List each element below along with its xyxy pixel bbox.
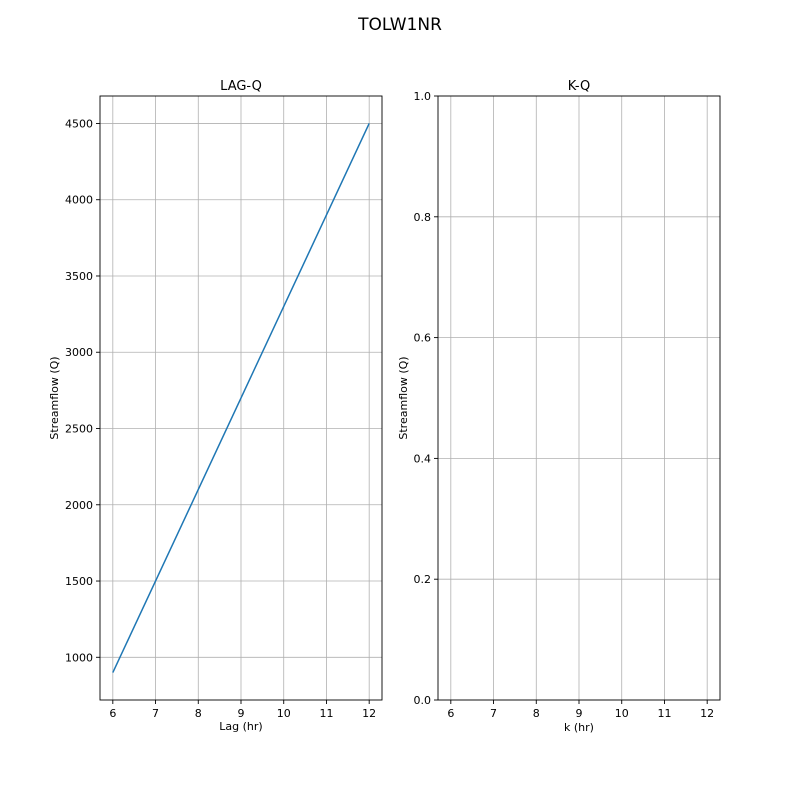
lag-q-ytick-label-3: 2500	[65, 423, 93, 436]
k-q-ytick-label-5: 1.0	[414, 90, 432, 103]
lag-q-axes-frame	[99, 95, 383, 701]
k-q-plot: K-Q k (hr) Streamflow (Q) 6 7 8 9 10 11 12 0.0 0…	[397, 79, 721, 734]
lag-q-xtick-label-2: 8	[195, 707, 202, 720]
lag-q-ytick-label-7: 4500	[65, 117, 93, 130]
lag-q-ytick-label-4: 3000	[65, 346, 93, 359]
lag-q-plot: LAG-Q Lag (hr) Streamflow (Q) 6 7 8 9 10 11 12…	[48, 79, 383, 733]
lag-q-xtick-label-0: 6	[109, 707, 116, 720]
k-q-axes-frame	[437, 95, 721, 701]
lag-q-title: LAG-Q	[220, 79, 262, 94]
k-q-ytick-label-0: 0.0	[414, 694, 432, 707]
lag-q-ytick-label-6: 4000	[65, 194, 93, 207]
lag-q-ylabel: Streamflow (Q)	[48, 356, 61, 439]
k-q-xtick-label-2: 8	[533, 707, 540, 720]
lag-q-ytick-label-0: 1000	[65, 651, 93, 664]
lag-q-xlabel: Lag (hr)	[219, 720, 262, 733]
k-q-xlabel: k (hr)	[564, 721, 594, 734]
lag-q-xtick-label-1: 7	[152, 707, 159, 720]
k-q-ytick-label-2: 0.4	[414, 452, 432, 465]
lag-q-ytick-label-5: 3500	[65, 270, 93, 283]
k-q-ytick-label-3: 0.6	[414, 332, 432, 345]
k-q-xtick-label-3: 9	[576, 707, 583, 720]
k-q-ytick-label-1: 0.2	[414, 573, 432, 586]
lag-q-xtick-label-4: 10	[277, 707, 291, 720]
lag-q-xtick-label-3: 9	[238, 707, 245, 720]
figure-title: TOLW1NR	[357, 15, 442, 35]
lag-q-xtick-label-5: 11	[319, 707, 333, 720]
lag-q-xtick-label-6: 12	[362, 707, 376, 720]
k-q-xtick-label-5: 11	[657, 707, 671, 720]
lag-q-ytick-label-1: 1500	[65, 575, 93, 588]
k-q-xtick-label-4: 10	[615, 707, 629, 720]
k-q-title: K-Q	[568, 79, 591, 94]
k-q-grid	[438, 95, 720, 701]
k-q-xtick-label-1: 7	[490, 707, 497, 720]
lag-q-ytick-label-2: 2000	[65, 499, 93, 512]
lag-q-series-line-0	[112, 123, 370, 673]
lag-q-grid	[100, 96, 382, 700]
k-q-xtick-label-0: 6	[447, 707, 454, 720]
k-q-ytick-label-4: 0.8	[414, 211, 432, 224]
k-q-xtick-label-6: 12	[700, 707, 714, 720]
k-q-ylabel: Streamflow (Q)	[397, 356, 410, 439]
